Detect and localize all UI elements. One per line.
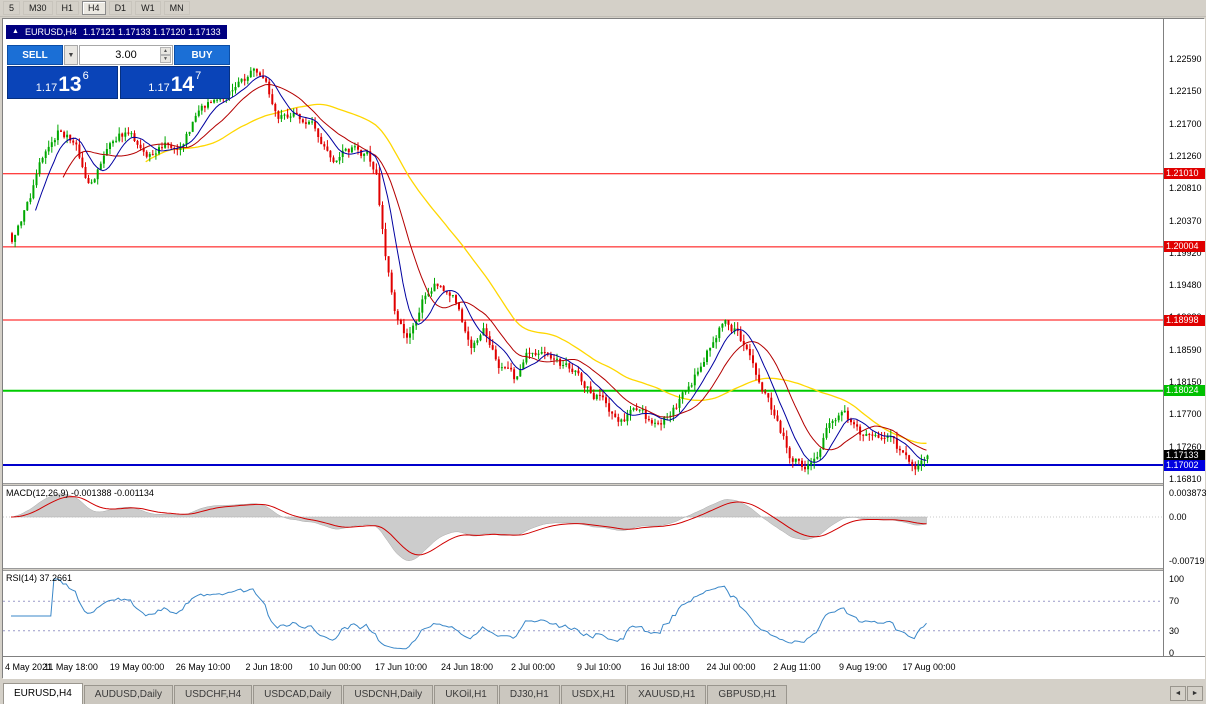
time-label: 17 Jun 10:00 [374, 662, 428, 672]
price-tick: 1.17260 [1169, 441, 1202, 452]
time-label: 2 Aug 11:00 [773, 662, 821, 672]
price-tick: 1.19920 [1169, 247, 1202, 258]
spin-up-icon[interactable]: ▲ [160, 46, 171, 55]
timeframe-button-mn[interactable]: MN [163, 1, 190, 15]
time-label: 10 Jun 00:00 [308, 662, 362, 672]
buy-price-display[interactable]: 1.17 14 7 [119, 66, 230, 99]
volume-value: 3.00 [115, 49, 137, 61]
chart-tab-usdx[interactable]: USDX,H1 [560, 685, 627, 704]
timeframe-button-h4[interactable]: H4 [82, 1, 106, 15]
time-label: 19 May 00:00 [109, 662, 165, 672]
time-label: 16 Jul 18:00 [640, 662, 690, 672]
buy-price-prefix: 1.17 [148, 82, 170, 94]
volume-stepper[interactable]: 3.00 ▲ ▼ [79, 45, 173, 65]
time-label: 24 Jul 00:00 [706, 662, 756, 672]
time-axis[interactable]: 4 May 2021 11 May 18:00 19 May 00:00 26 May… [3, 656, 1205, 679]
timeframe-button-5[interactable]: 5 [3, 1, 21, 15]
time-label: 17 Aug 00:00 [902, 662, 956, 672]
rsi-pane: RSI(14) 37.2661 [3, 571, 1163, 656]
volume-dropdown-button[interactable]: ▼ [64, 45, 78, 65]
chart-ohlc-readout: 1.17121 1.17133 1.17120 1.17133 [82, 27, 221, 37]
chart-tab-usdcnh[interactable]: USDCNH,Daily [343, 685, 434, 704]
timeframe-toolbar: 5 M30 H1 H4 D1 W1 MN [0, 0, 1206, 17]
chart-tab-xauusd[interactable]: XAUUSD,H1 [627, 685, 707, 704]
price-tick: 1.21260 [1169, 150, 1202, 161]
price-chart-pane: ▲ EURUSD,H4 1.17121 1.17133 1.17120 1.17… [3, 19, 1163, 483]
price-tick: 1.20810 [1169, 183, 1202, 194]
tabs-scroll-left-icon[interactable]: ◄ [1170, 686, 1186, 701]
sell-price-pips: 13 [58, 73, 82, 96]
price-marker: 1.17133 [1164, 450, 1205, 461]
buy-price-pips: 14 [170, 73, 195, 96]
pane-resize-handle[interactable] [3, 483, 1205, 486]
time-label: 2 Jun 18:00 [245, 662, 293, 672]
timeframe-button-h1[interactable]: H1 [55, 1, 80, 15]
chart-tab-ukoil[interactable]: UKOil,H1 [434, 685, 498, 704]
chart-tab-gbpusd[interactable]: GBPUSD,H1 [707, 685, 788, 704]
price-scale[interactable]: 1.22590 1.22150 1.21700 1.21260 1.20810 1.203… [1163, 19, 1206, 658]
macd-label: MACD(12,26,9) -0.001388 -0.001134 [6, 488, 154, 498]
macd-scale-tick: -0.00719 [1169, 556, 1205, 566]
time-label: 9 Jul 10:00 [576, 662, 622, 672]
price-tick: 1.20370 [1169, 215, 1202, 226]
chart-tab-eurusd[interactable]: EURUSD,H4 [3, 683, 83, 704]
price-tick: 1.18150 [1169, 377, 1202, 387]
price-marker: 1.21010 [1164, 168, 1205, 180]
chart-tab-audusd[interactable]: AUDUSD,Daily [83, 685, 174, 704]
timeframe-button-d1[interactable]: D1 [108, 1, 133, 15]
time-label: 2 Jul 00:00 [510, 662, 556, 672]
macd-scale-tick: 0.003873 [1169, 488, 1206, 498]
rsi-scale-tick: 100 [1169, 574, 1185, 584]
tabs-scroll-controls: ◄ ► [1170, 686, 1206, 704]
chart-title: EURUSD,H4 [24, 27, 77, 37]
macd-canvas[interactable] [3, 486, 1163, 568]
price-tick: 1.16810 [1169, 473, 1202, 484]
price-marker: 1.17002 [1164, 459, 1205, 471]
tabs-scroll-right-icon[interactable]: ► [1187, 686, 1203, 701]
time-label: 24 Jun 18:00 [440, 662, 494, 672]
price-tick: 1.18590 [1169, 344, 1202, 355]
pane-resize-handle[interactable] [3, 568, 1205, 571]
sell-price-display[interactable]: 1.17 13 6 [7, 66, 118, 99]
chevron-down-icon: ▼ [67, 51, 75, 59]
spin-down-icon[interactable]: ▼ [160, 54, 171, 63]
price-tick: 1.17700 [1169, 409, 1202, 420]
rsi-label: RSI(14) 37.2661 [6, 573, 73, 583]
buy-button[interactable]: BUY [174, 45, 230, 65]
rsi-canvas[interactable] [3, 571, 1163, 656]
timeframe-button-w1[interactable]: W1 [135, 1, 161, 15]
rsi-scale-tick: 70 [1169, 596, 1180, 606]
price-chart-canvas[interactable] [3, 19, 1163, 483]
time-label: 26 May 10:00 [175, 662, 231, 672]
sell-button[interactable]: SELL [7, 45, 63, 65]
price-tick: 1.22590 [1169, 54, 1202, 64]
sell-price-pipette: 6 [82, 70, 89, 82]
chart-tab-usdcad[interactable]: USDCAD,Daily [253, 685, 343, 704]
chart-tab-usdchf[interactable]: USDCHF,H4 [174, 685, 253, 704]
chart-tab-dj30[interactable]: DJ30,H1 [498, 685, 560, 704]
macd-scale-tick: 0.00 [1169, 512, 1187, 522]
macd-pane: MACD(12,26,9) -0.001388 -0.001134 [3, 486, 1163, 568]
rsi-scale-tick: 30 [1169, 626, 1180, 636]
collapse-panel-icon[interactable]: ▲ [12, 28, 19, 35]
chart-frame: ▲ EURUSD,H4 1.17121 1.17133 1.17120 1.17… [2, 18, 1206, 679]
timeframe-button-m30[interactable]: M30 [23, 1, 53, 15]
price-tick: 1.21700 [1169, 118, 1202, 129]
price-tick: 1.22150 [1169, 86, 1202, 97]
price-marker: 1.18998 [1164, 314, 1205, 326]
buy-price-pipette: 7 [195, 70, 202, 82]
price-marker: 1.18024 [1164, 385, 1205, 397]
price-tick: 1.19480 [1169, 280, 1202, 291]
time-label: 9 Aug 19:00 [838, 662, 888, 672]
chart-tabs: EURUSD,H4 AUDUSD,Daily USDCHF,H4 USDCAD,Dai… [0, 682, 1206, 704]
one-click-trading-panel: SELL ▼ 3.00 ▲ ▼ BUY 1.17 13 [7, 45, 230, 99]
time-label: 11 May 18:00 [44, 662, 98, 672]
chart-caption: ▲ EURUSD,H4 1.17121 1.17133 1.17120 1.17… [6, 25, 227, 39]
sell-price-prefix: 1.17 [35, 82, 58, 94]
price-marker: 1.20004 [1164, 241, 1205, 253]
rsi-scale-tick: 0 [1169, 648, 1175, 658]
time-label: 4 May 2021 [5, 662, 53, 672]
